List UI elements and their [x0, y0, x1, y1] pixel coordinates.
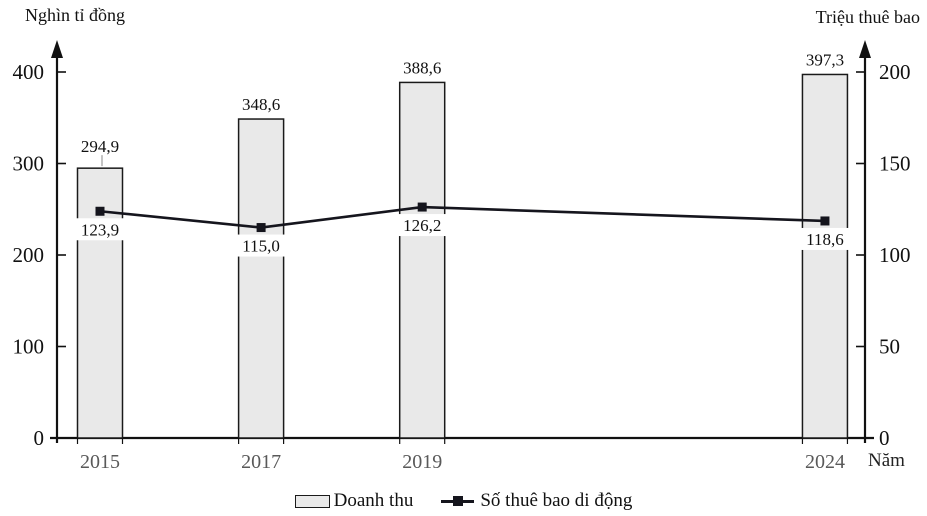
line-marker-icon — [256, 223, 266, 233]
x-axis-year-label: 2015 — [80, 451, 120, 473]
bar-value-label: 348,6 — [242, 95, 280, 114]
line-value-label: 123,9 — [81, 220, 119, 239]
line-value-label: 118,6 — [806, 230, 844, 249]
x-axis-unit-label: Năm — [868, 450, 905, 471]
legend-bar-swatch-icon — [294, 494, 330, 508]
left-axis-tick-label: 200 — [13, 243, 45, 267]
revenue-bar — [237, 118, 285, 439]
line-marker-icon — [417, 202, 427, 212]
right-axis-tick-label: 50 — [879, 335, 900, 359]
x-axis-year-label: 2024 — [805, 451, 845, 473]
line-marker-icon — [95, 206, 105, 216]
left-axis-tick-label: 400 — [13, 60, 45, 84]
right-axis-title: Triệu thuê bao — [815, 7, 920, 27]
line-value-label: 126,2 — [403, 216, 441, 235]
legend-item-subscribers: Số thuê bao di động — [441, 490, 632, 512]
legend-line-marker-icon — [453, 496, 464, 506]
revenue-bar — [801, 73, 849, 439]
left-axis-title: Nghìn tỉ đồng — [25, 5, 126, 25]
line-value-label-box — [235, 234, 288, 257]
right-axis-tick-label: 100 — [879, 243, 911, 267]
legend-label-subscribers: Số thuê bao di động — [480, 490, 633, 511]
bar-value-label: 397,3 — [806, 50, 844, 69]
right-axis-tick-label: 200 — [879, 60, 911, 84]
left-axis-arrow-icon — [51, 40, 63, 58]
line-value-label: 115,0 — [242, 237, 280, 256]
line-value-label-box — [798, 227, 851, 250]
line-value-label-box — [396, 214, 449, 237]
legend-label-revenue: Doanh thu — [333, 490, 414, 511]
line-marker-icon — [820, 216, 830, 226]
right-axis-tick-label: 0 — [879, 426, 890, 450]
bar-value-label: 294,9 — [81, 137, 119, 156]
bar-value-label: 388,6 — [403, 58, 441, 77]
right-axis-tick-label: 150 — [879, 152, 911, 176]
legend-line-swatch-icon — [441, 496, 475, 506]
legend-item-revenue: Doanh thu — [294, 490, 414, 512]
subscriber-line — [99, 205, 825, 229]
line-value-label-box — [74, 218, 126, 241]
left-axis-tick-label: 300 — [13, 152, 45, 176]
legend: Doanh thu Số thuê bao di động — [0, 490, 927, 512]
x-axis-year-label: 2019 — [402, 451, 442, 473]
revenue-bar — [398, 81, 446, 439]
x-axis-year-label: 2017 — [241, 451, 281, 473]
right-axis-arrow-icon — [859, 40, 871, 58]
left-axis-tick-label: 0 — [34, 426, 45, 450]
left-axis-tick-label: 100 — [13, 335, 45, 359]
